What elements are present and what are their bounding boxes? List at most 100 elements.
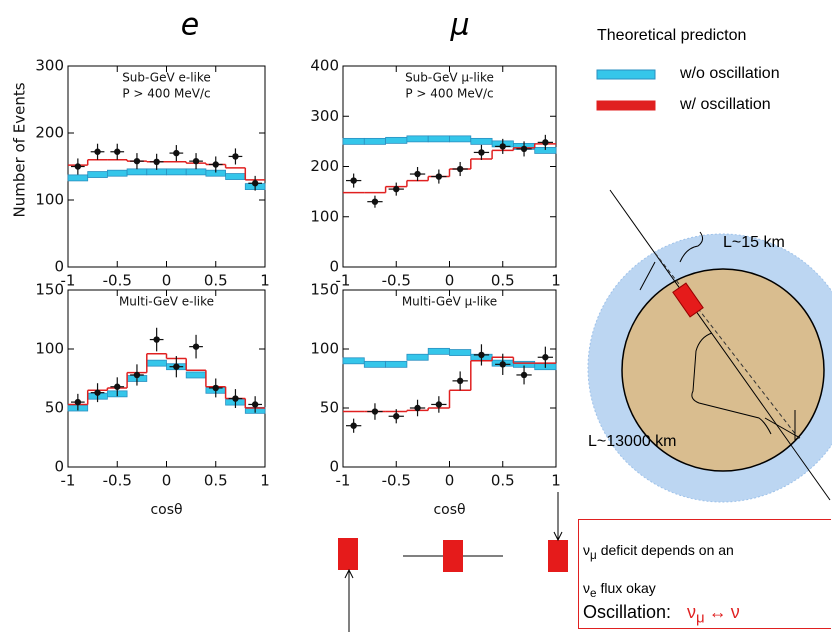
y-tick-label: 200 (310, 157, 339, 175)
panel-title: Sub-GeV e-like (122, 71, 211, 85)
data-point (435, 401, 443, 408)
x-tick-label: -0.5 (103, 272, 132, 290)
y-tick-label: 150 (310, 281, 339, 299)
y-tick-label: 100 (35, 340, 64, 358)
y-tick-label: 150 (35, 281, 64, 299)
data-point (212, 384, 219, 392)
y-tick-label: 100 (310, 207, 339, 225)
data-point (251, 401, 259, 408)
band-bin (449, 349, 472, 356)
symbol: ν (730, 602, 740, 622)
direction-icons (338, 492, 568, 632)
x-tick-label: 0.5 (491, 472, 515, 490)
x-tick-label: -0.5 (103, 472, 132, 490)
y-tick-label: 300 (310, 107, 339, 125)
data-point (114, 148, 121, 155)
path-label: L~15 km (723, 234, 785, 251)
y-tick-label: 0 (54, 258, 64, 276)
data-point (74, 398, 82, 406)
legend-label: w/ oscillation (679, 96, 771, 113)
band-bin (166, 168, 187, 176)
band-bin (185, 371, 207, 379)
data-point (520, 145, 528, 153)
x-tick-label: 1 (260, 272, 270, 290)
data-point (232, 153, 239, 160)
y-tick-label: 400 (310, 57, 339, 75)
note-text: flux okay (600, 580, 656, 596)
subscript: μ (590, 548, 597, 562)
data-point (153, 336, 160, 343)
neutrino-path (609, 189, 831, 501)
data-point (371, 198, 379, 205)
band-bin (342, 137, 365, 145)
data-point (192, 343, 200, 350)
path-dashed (654, 252, 801, 441)
x-tick-label: 0 (445, 272, 455, 290)
panel-title: Sub-GeV μ-like (405, 71, 494, 85)
panel-title: Multi-GeV μ-like (402, 295, 497, 309)
notes-box: νμ deficit depends on an νe flux okay Osci… (578, 519, 831, 629)
symbol: ↔ (708, 602, 727, 622)
arrowhead (553, 531, 563, 542)
data-point (350, 422, 357, 429)
x-tick-label: 0.5 (204, 272, 228, 290)
x-tick-label: -1 (61, 272, 76, 290)
symbol: ν (583, 542, 590, 558)
band-bin (385, 136, 408, 144)
data-point (192, 157, 200, 165)
y-tick-label: 0 (329, 458, 339, 476)
data-point (173, 149, 180, 157)
y-tick-label: 0 (54, 458, 64, 476)
y-tick-label: 0 (329, 258, 339, 276)
x-tick-label: -1 (336, 272, 351, 290)
y-tick-label: 50 (320, 399, 339, 417)
band-bin (126, 168, 148, 176)
data-point (393, 185, 400, 193)
band-bin (385, 360, 408, 368)
band-bin (427, 135, 450, 143)
note-text: Oscillation: (583, 602, 672, 622)
x-tick-label: -1 (336, 472, 351, 490)
data-point (478, 351, 485, 359)
data-point (94, 389, 101, 396)
data-point (94, 148, 101, 155)
note-line: Oscillation: νμ ↔ ν (583, 602, 740, 627)
y-tick-label: 100 (35, 191, 64, 209)
x-tick-label: 0 (162, 272, 172, 290)
earth-diagram: L~15 km L~13000 km (587, 189, 832, 503)
band-bin (107, 169, 128, 177)
note-line: νμ deficit depends on an (583, 542, 734, 562)
data-point (414, 170, 421, 178)
plot-frame (67, 289, 266, 468)
detector-icon (443, 540, 463, 572)
data-point (251, 180, 259, 187)
data-point (133, 371, 141, 379)
note-text: deficit depends on an (600, 542, 734, 558)
x-tick-label: -0.5 (382, 272, 411, 290)
arrow (764, 417, 801, 439)
y-tick-label: 50 (45, 399, 64, 417)
band-bin (342, 357, 365, 365)
band-bin (87, 171, 108, 178)
legend-swatch (596, 69, 656, 80)
x-tick-label: 0 (162, 472, 172, 490)
data-point (499, 143, 506, 150)
data-point (114, 383, 121, 390)
band-bin (427, 347, 450, 355)
data-point (153, 158, 160, 166)
data-point (435, 173, 443, 180)
subscript: e (590, 586, 597, 600)
x-tick-label: 0.5 (204, 472, 228, 490)
band-bin (470, 137, 493, 145)
y-tick-label: 100 (310, 340, 339, 358)
subscript: μ (696, 609, 705, 627)
data-point (133, 157, 141, 165)
y-tick-label: 200 (35, 124, 64, 142)
x-tick-label: 1 (260, 472, 270, 490)
panel-title: Multi-GeV e-like (119, 295, 214, 309)
band-bin (363, 360, 386, 368)
legend-swatch (596, 100, 656, 111)
band-bin (449, 135, 472, 143)
band-bin (406, 353, 429, 361)
